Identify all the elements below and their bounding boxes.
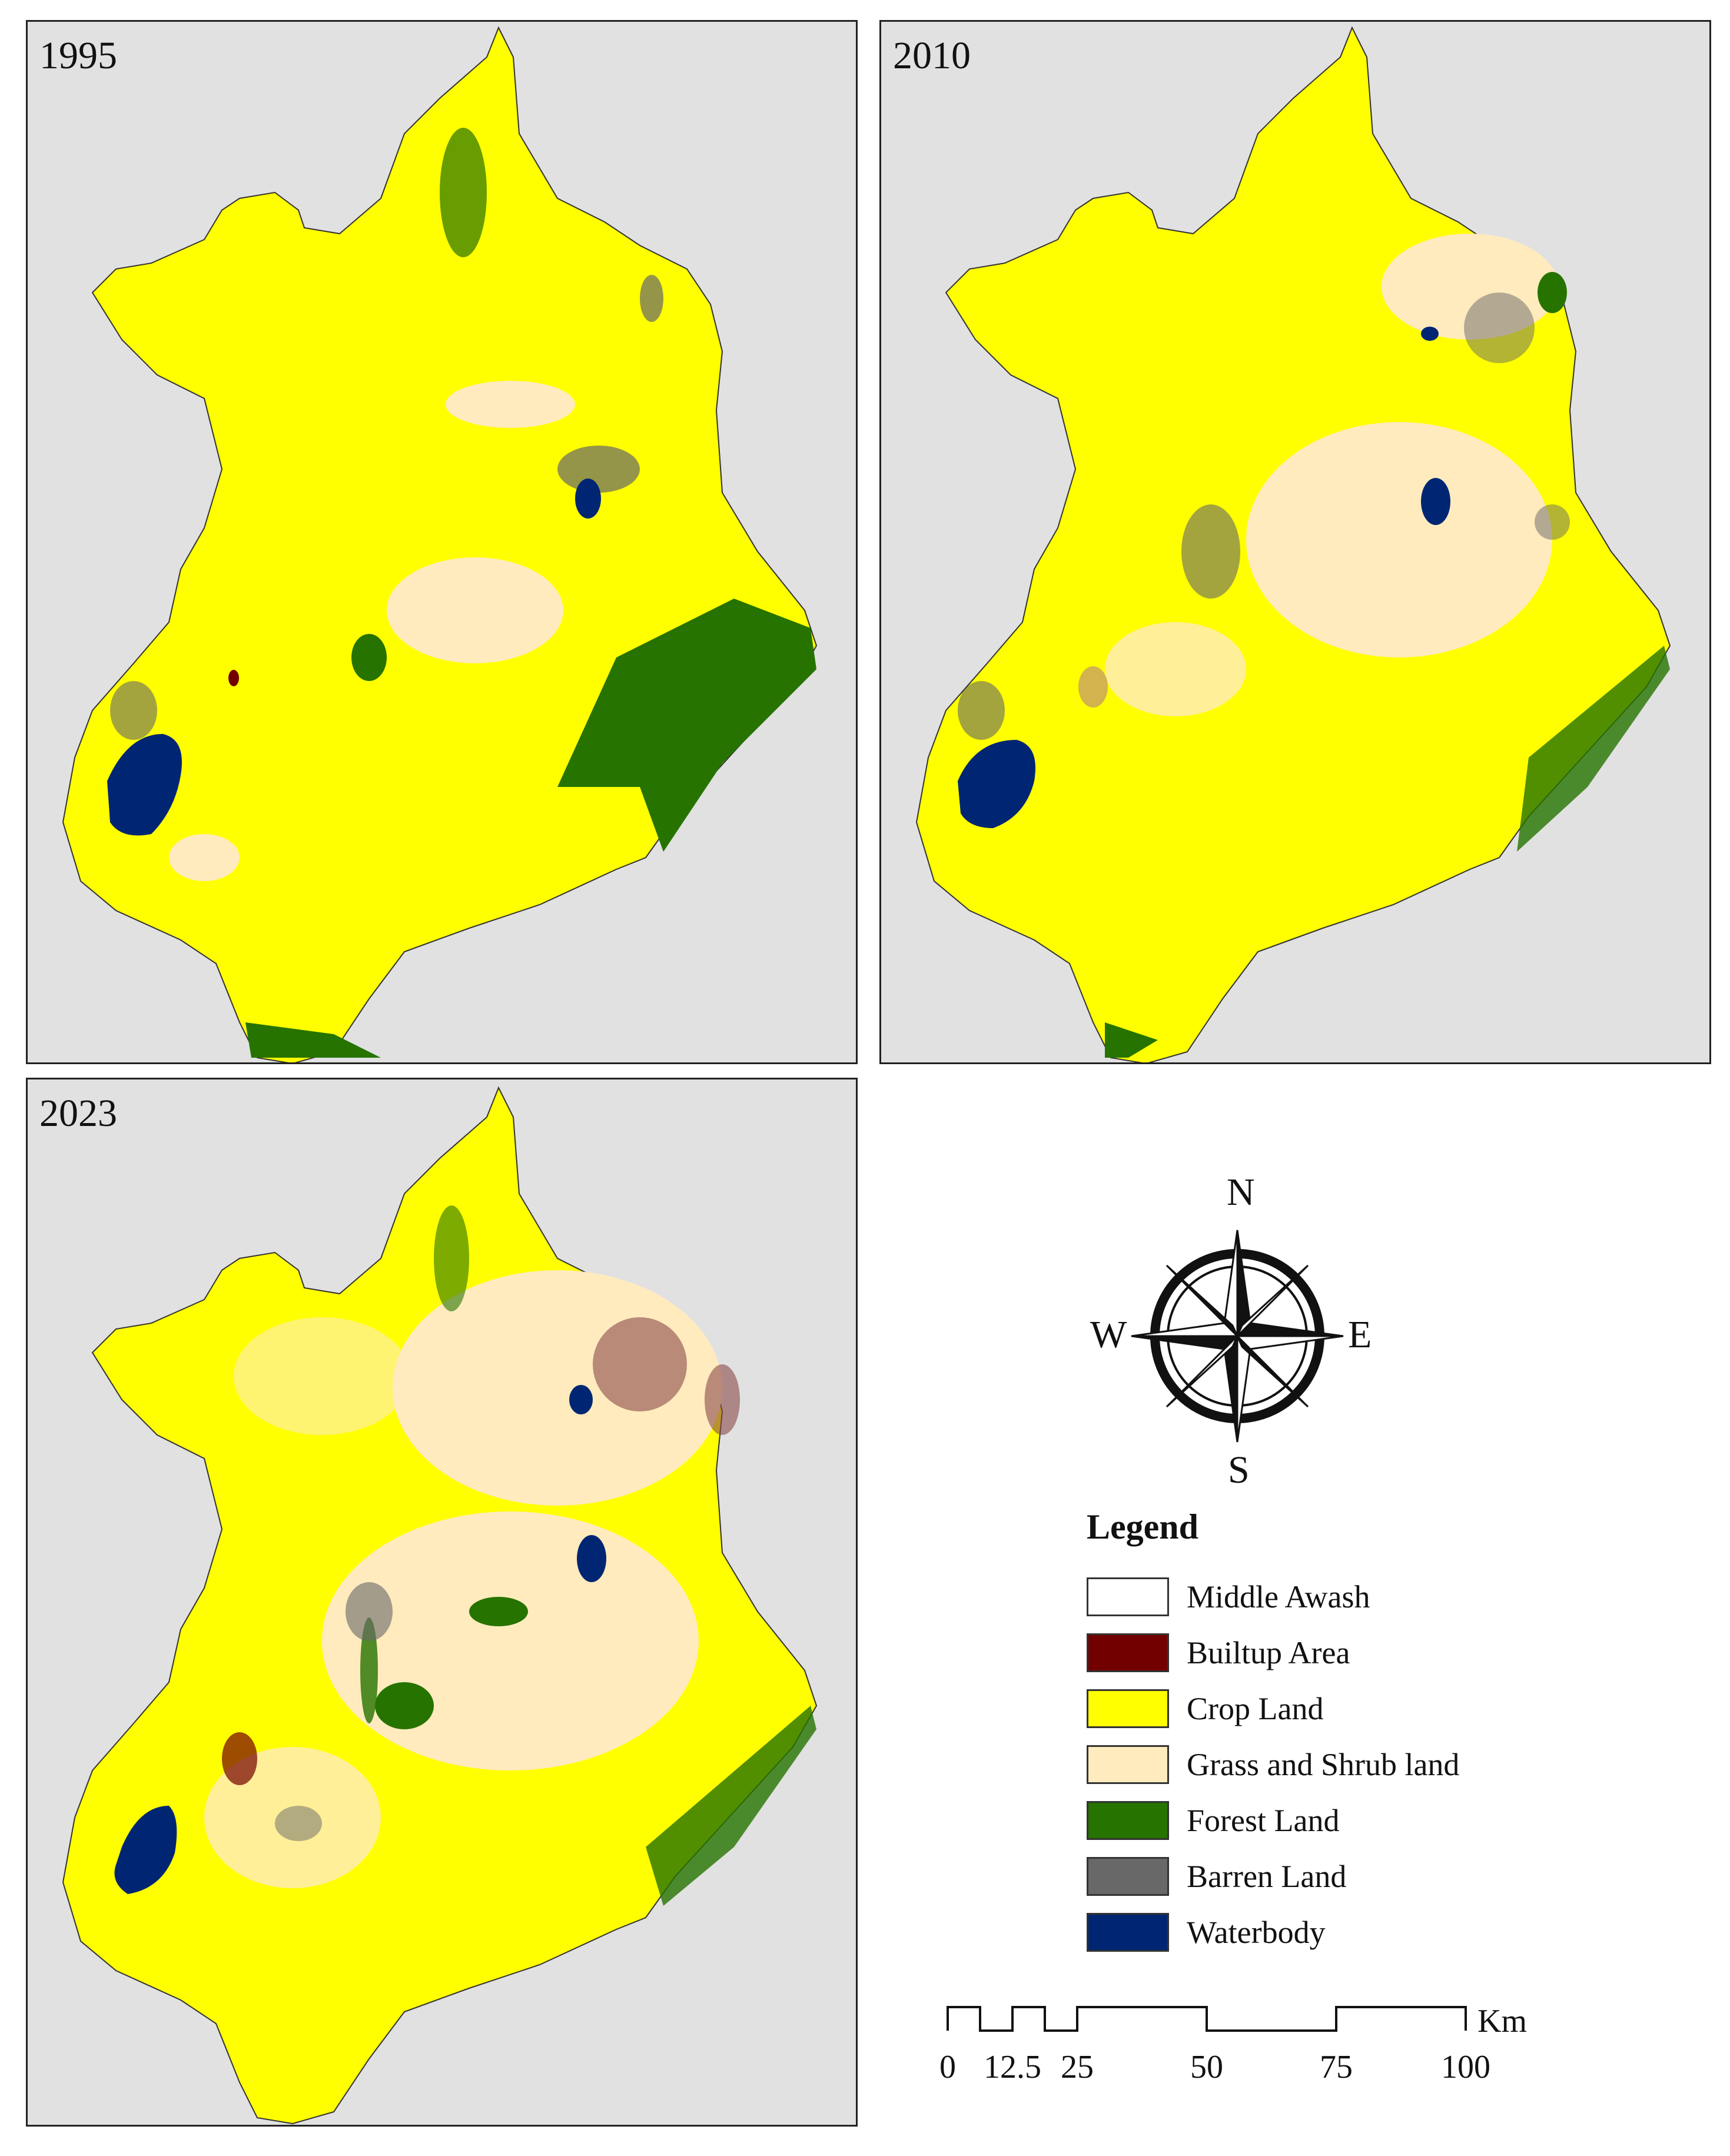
- legend-label: Crop Land: [1187, 1690, 1324, 1726]
- barren-patches: [275, 1317, 740, 1841]
- legend-items: Middle Awash Builtup Area Crop Land Grass a…: [1087, 1569, 1459, 1960]
- map-year-label: 2010: [893, 34, 971, 77]
- legend-swatch: [1087, 1577, 1169, 1616]
- grass-shrub-patches: [169, 381, 575, 881]
- legend-item: Middle Awash: [1087, 1569, 1459, 1625]
- legend-label: Barren Land: [1187, 1858, 1347, 1894]
- land-cover-map: [916, 27, 1671, 1062]
- legend-swatch: [1087, 1689, 1169, 1728]
- scale-unit: Km: [1477, 2003, 1527, 2039]
- legend-label: Middle Awash: [1187, 1579, 1370, 1614]
- legend-title: Legend: [1087, 1507, 1199, 1546]
- land-cover-map: [62, 1087, 817, 2124]
- land-cover-map: [62, 27, 817, 1062]
- scale-tick-label: 0: [939, 2049, 956, 2085]
- scale-bar: Km 0 12.5 25 50 75 100: [939, 1989, 1578, 2107]
- compass-west-label: W: [1090, 1313, 1127, 1356]
- legend-item: Waterbody: [1087, 1904, 1459, 1960]
- scale-tick-label: 50: [1190, 2049, 1223, 2085]
- waterbodies: [958, 327, 1450, 828]
- forest-patches: [245, 128, 816, 1058]
- map-year-label: 1995: [39, 34, 117, 77]
- legend-swatch: [1087, 1800, 1169, 1840]
- map-legend: Legend Middle Awash Builtup Area Crop Land…: [1087, 1507, 1459, 1960]
- barren-patches: [958, 293, 1570, 740]
- compass-east-label: E: [1348, 1313, 1372, 1356]
- legend-label: Grass and Shrub land: [1187, 1746, 1460, 1782]
- legend-item: Grass and Shrub land: [1087, 1736, 1459, 1792]
- legend-swatch: [1087, 1856, 1169, 1896]
- waterbodies: [114, 1385, 606, 1894]
- scale-tick-label: 75: [1320, 2049, 1353, 2085]
- legend-swatch: [1087, 1633, 1169, 1672]
- legend-label: Builtup Area: [1187, 1635, 1350, 1670]
- map-panel-2023: 2023: [26, 1078, 858, 2127]
- builtup-patch: [228, 670, 239, 686]
- forest-patches: [360, 1205, 816, 1906]
- compass-south-label: S: [1228, 1449, 1250, 1491]
- map-panel-1995: 1995: [26, 20, 858, 1064]
- builtup-patch: [1078, 666, 1108, 707]
- scale-tick-label: 100: [1441, 2049, 1490, 2085]
- scale-tick-label: 12.5: [984, 2049, 1041, 2085]
- builtup-patch: [222, 1732, 257, 1785]
- legend-swatch: [1087, 1745, 1169, 1784]
- scale-tick-label: 25: [1061, 2049, 1094, 2085]
- north-arrow-compass: N S W E: [1090, 1171, 1379, 1491]
- map-year-label: 2023: [39, 1092, 117, 1135]
- legend-item: Builtup Area: [1087, 1625, 1459, 1680]
- forest-patches: [1105, 272, 1670, 1058]
- legend-item: Forest Land: [1087, 1792, 1459, 1848]
- legend-label: Forest Land: [1187, 1802, 1340, 1838]
- legend-item: Barren Land: [1087, 1848, 1459, 1904]
- legend-label: Waterbody: [1187, 1914, 1326, 1950]
- barren-patches: [110, 275, 663, 740]
- legend-swatch: [1087, 1912, 1169, 1952]
- scale-bar-graphic: [947, 2006, 1467, 2032]
- map-panel-2010: 2010: [879, 20, 1711, 1064]
- waterbodies: [107, 479, 601, 836]
- legend-item: Crop Land: [1087, 1680, 1459, 1736]
- compass-rose-icon: [1131, 1230, 1344, 1443]
- compass-north-label: N: [1227, 1171, 1255, 1214]
- grass-shrub-patches: [1105, 234, 1558, 716]
